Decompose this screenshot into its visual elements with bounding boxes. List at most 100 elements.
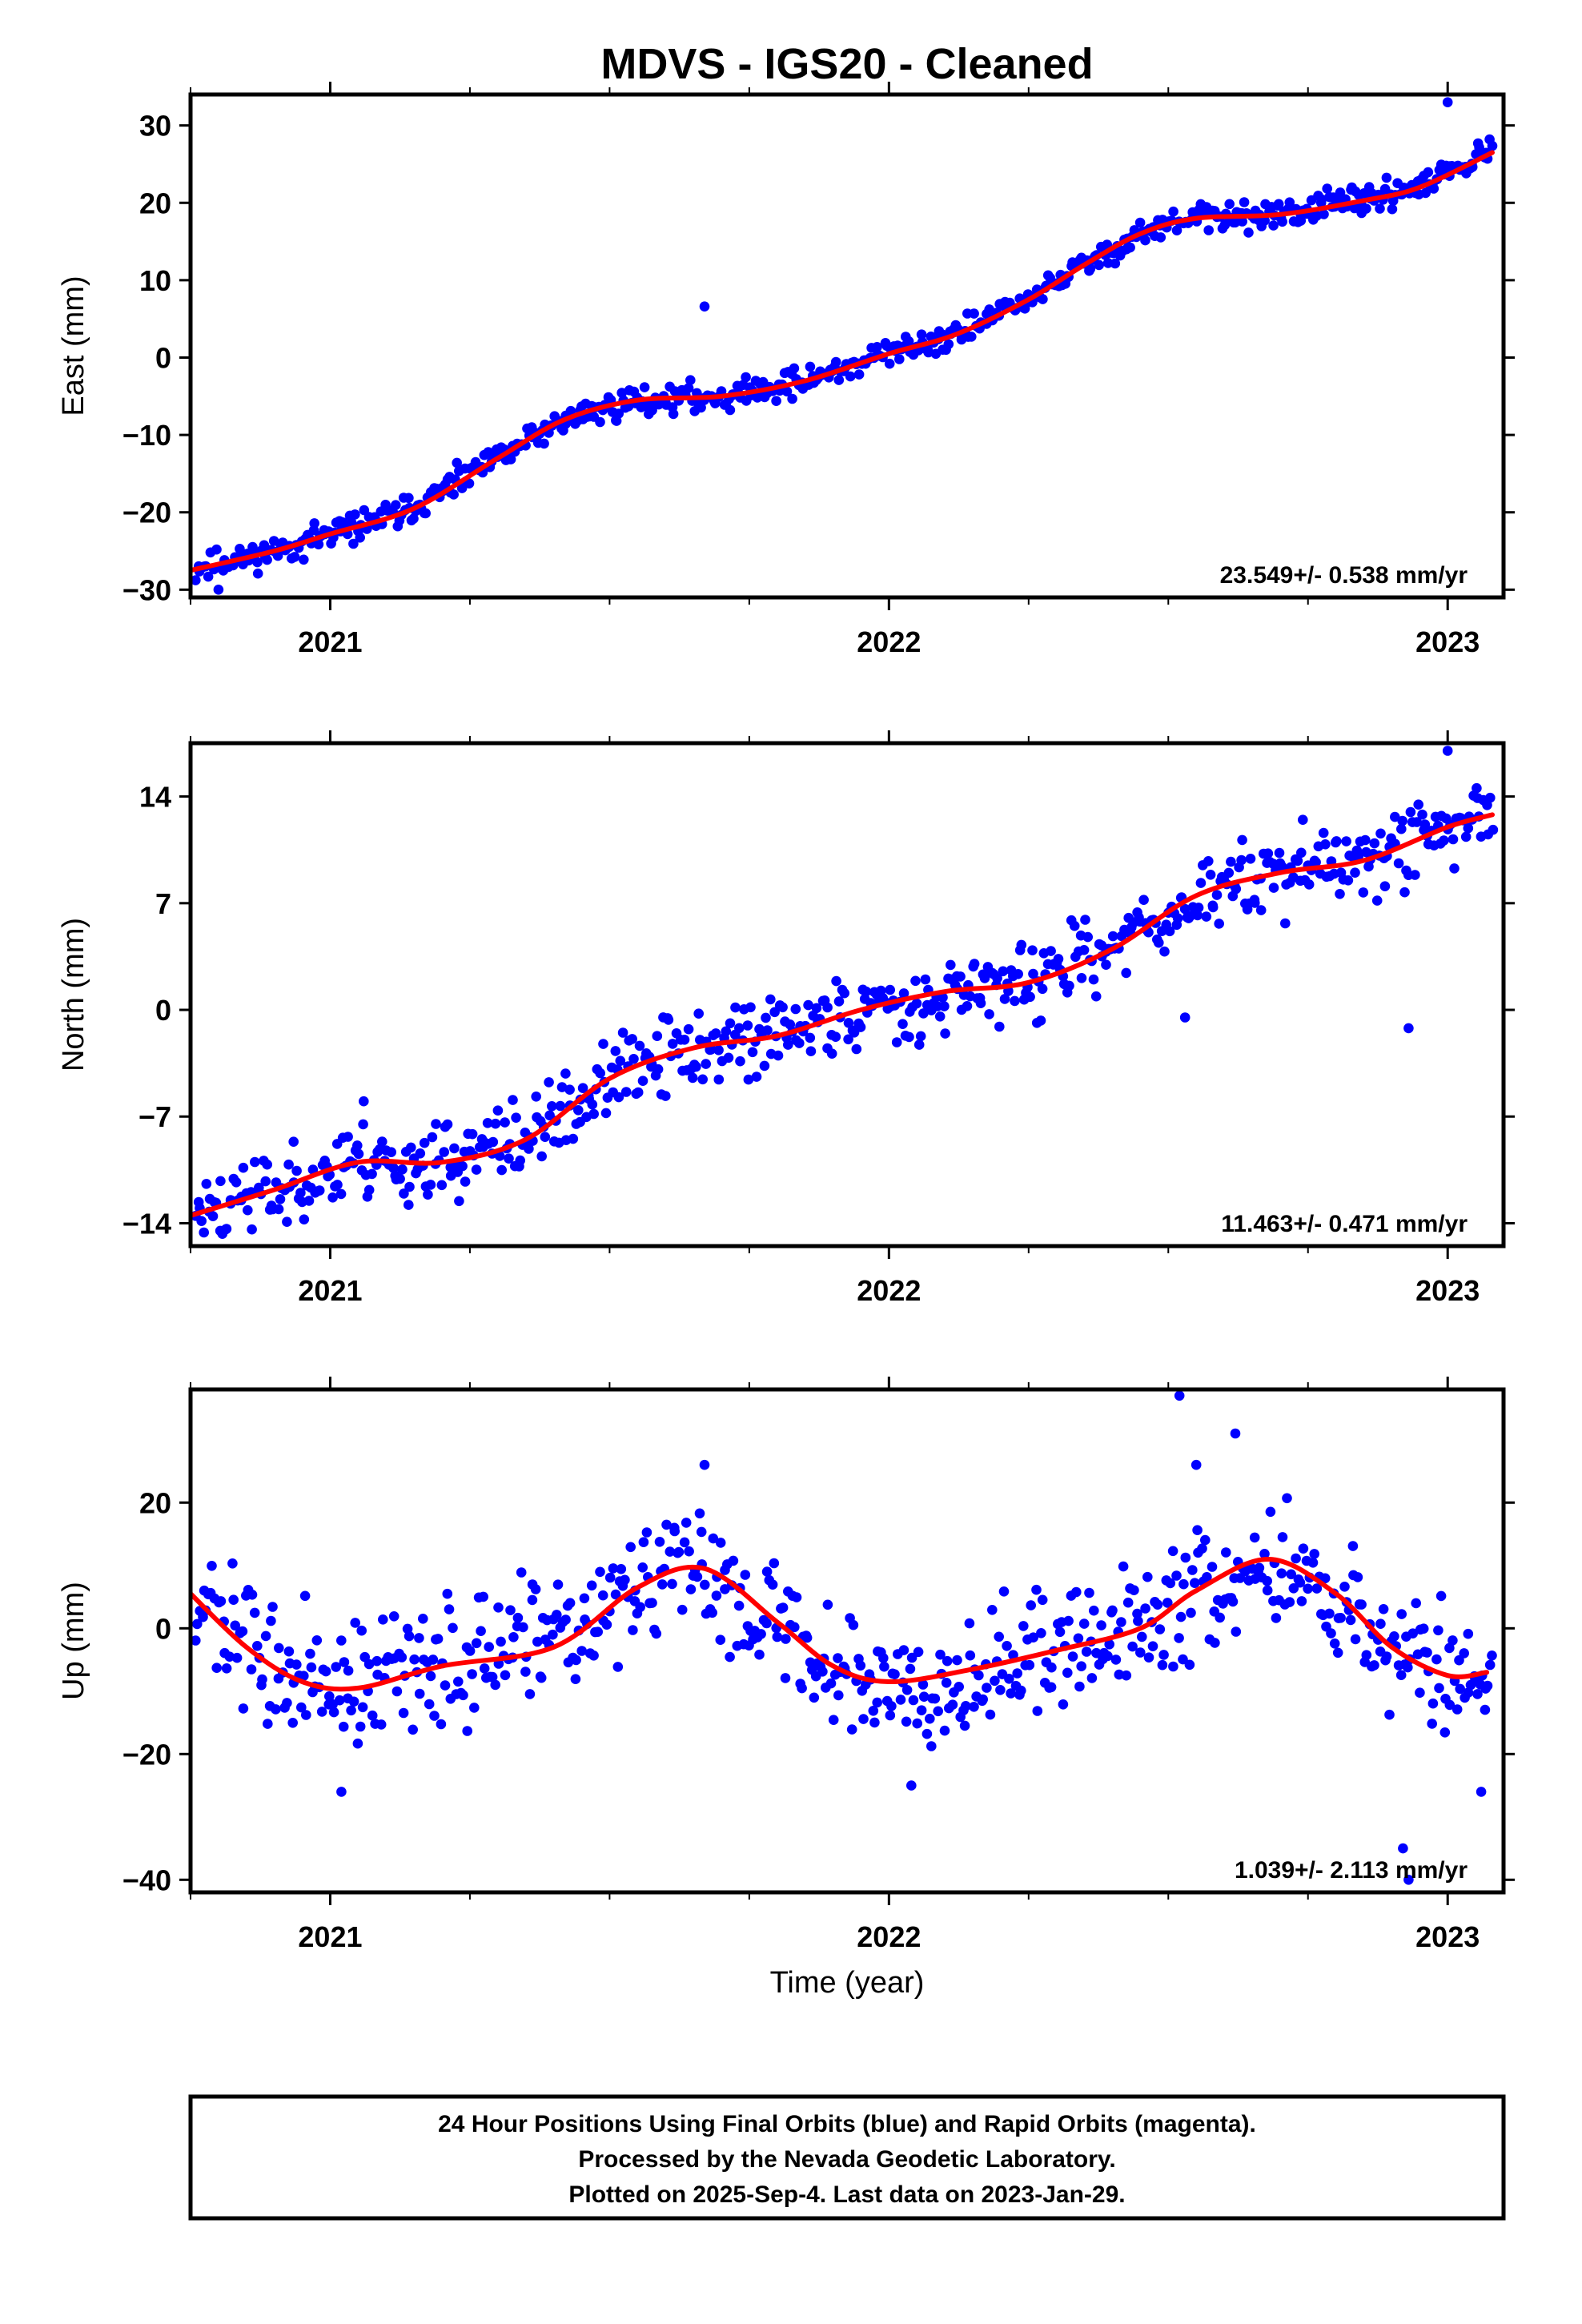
east-data-point — [262, 554, 272, 565]
up-data-point — [669, 1526, 680, 1537]
north-ytick-label-3: 7 — [155, 887, 171, 920]
up-data-point — [291, 1659, 302, 1670]
north-data-point — [759, 1060, 770, 1072]
north-data-point — [496, 1164, 507, 1176]
up-data-point — [1277, 1532, 1288, 1542]
north-data-point — [661, 1091, 671, 1101]
north-data-point — [404, 1200, 414, 1210]
north-data-point — [730, 1002, 741, 1013]
east-data-point — [1203, 225, 1214, 235]
up-data-point — [1356, 1599, 1367, 1610]
up-data-point — [1154, 1624, 1166, 1634]
up-data-point — [356, 1625, 367, 1636]
up-data-point — [1215, 1612, 1225, 1623]
north-data-point — [637, 1076, 648, 1086]
up-data-point — [1074, 1681, 1085, 1692]
up-data-point — [1102, 1651, 1113, 1662]
up-data-point — [985, 1709, 996, 1720]
up-data-point — [1091, 1647, 1102, 1659]
up-data-point — [299, 1671, 309, 1681]
up-data-point — [192, 1618, 203, 1630]
up-data-point — [930, 1693, 941, 1704]
north-data-point — [721, 1026, 732, 1037]
up-data-point — [476, 1626, 486, 1636]
north-data-point — [291, 1165, 302, 1176]
up-data-points — [191, 1390, 1497, 1885]
up-data-point — [833, 1653, 843, 1663]
north-data-point — [1390, 811, 1400, 822]
up-data-point — [440, 1680, 451, 1691]
up-data-point — [1307, 1558, 1319, 1568]
east-data-point — [1239, 197, 1250, 207]
east-fit-curve — [191, 150, 1495, 573]
north-data-point — [613, 1092, 624, 1103]
north-data-point — [1193, 903, 1204, 913]
up-data-point — [352, 1738, 363, 1749]
up-data-point — [414, 1633, 424, 1643]
up-data-point — [608, 1563, 619, 1574]
north-data-point — [1245, 854, 1256, 864]
up-data-point — [1335, 1613, 1346, 1623]
footer-line-1: 24 Hour Positions Using Final Orbits (bl… — [438, 2111, 1256, 2137]
up-data-point — [409, 1654, 420, 1665]
north-data-point — [667, 1039, 678, 1049]
up-data-point — [592, 1626, 603, 1637]
north-xtick-label-1: 2022 — [857, 1274, 921, 1307]
north-data-point — [1311, 857, 1321, 867]
up-data-point — [1296, 1596, 1307, 1606]
up-data-point — [610, 1589, 621, 1600]
east-data-point — [539, 438, 549, 449]
up-data-point — [1122, 1597, 1134, 1608]
north-data-point — [1207, 902, 1219, 913]
north-data-point — [515, 1155, 525, 1166]
north-data-point — [975, 998, 986, 1008]
up-data-point — [918, 1691, 930, 1702]
north-data-point — [1411, 817, 1422, 827]
north-data-point — [431, 1119, 441, 1129]
north-data-point — [386, 1147, 397, 1157]
east-data-point — [1322, 183, 1332, 194]
up-data-point — [363, 1659, 375, 1670]
footer-line-3: Plotted on 2025-Sep-4. Last data on 2023… — [568, 2181, 1125, 2208]
north-data-point — [794, 1038, 805, 1048]
north-data-point — [1303, 879, 1315, 890]
north-data-point — [1046, 946, 1056, 956]
up-data-point — [855, 1660, 866, 1671]
up-data-point — [237, 1626, 248, 1637]
north-data-point — [490, 1118, 501, 1129]
up-data-point — [1276, 1568, 1287, 1578]
north-data-point — [335, 1188, 347, 1200]
up-data-point — [597, 1590, 608, 1601]
up-data-point — [1012, 1668, 1022, 1679]
up-data-point — [442, 1588, 453, 1599]
up-data-point — [1452, 1704, 1463, 1715]
up-data-point — [1002, 1641, 1012, 1651]
north-data-point — [1379, 881, 1391, 891]
up-data-point — [754, 1649, 765, 1660]
up-data-point — [677, 1604, 688, 1615]
north-data-point — [327, 1192, 338, 1203]
north-data-point — [600, 1108, 612, 1119]
up-data-point — [761, 1566, 773, 1577]
up-data-point — [520, 1667, 531, 1677]
up-rate-label: 1.039+/- 2.113 mm/yr — [1235, 1857, 1468, 1884]
east-data-point — [1319, 209, 1329, 219]
north-data-point — [303, 1196, 315, 1206]
up-data-point — [1171, 1570, 1182, 1581]
footer-frame — [188, 2094, 1506, 2221]
up-data-point — [801, 1632, 813, 1643]
north-data-point — [196, 1216, 207, 1226]
north-data-point — [388, 1163, 399, 1173]
north-data-point — [918, 1008, 929, 1019]
x-axis-label: Time (year) — [770, 1966, 925, 2000]
up-data-point — [789, 1622, 800, 1633]
up-data-point — [767, 1579, 778, 1590]
up-data-point — [414, 1688, 425, 1699]
east-outlier-point — [1442, 97, 1453, 107]
north-data-point — [994, 1021, 1005, 1032]
up-data-point — [391, 1686, 403, 1697]
north-ytick-label-2: 0 — [155, 994, 171, 1027]
up-data-point — [1184, 1659, 1195, 1671]
up-data-point — [1444, 1642, 1455, 1654]
north-data-point — [201, 1179, 212, 1189]
